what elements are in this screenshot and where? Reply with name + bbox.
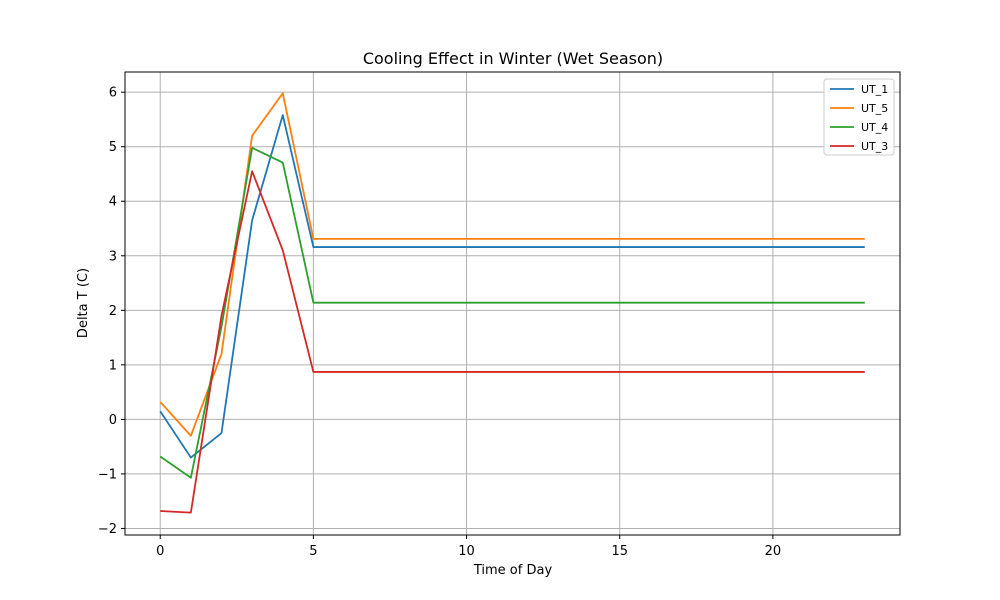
y-tick-label: 6 [109, 86, 117, 101]
legend-entry: UT_4 [861, 121, 888, 134]
plot-frame [124, 71, 901, 536]
y-axis-label: Delta T (C) [76, 268, 91, 338]
y-tick-label: 4 [109, 195, 117, 210]
legend-entry: UT_3 [861, 140, 888, 153]
series-line-ut-1 [159, 114, 865, 459]
legend-box [823, 78, 895, 156]
legend: UT_1 UT_5 UT_4 UT_3 [823, 78, 895, 156]
series-line-ut-3 [160, 170, 865, 514]
legend-entry: UT_1 [861, 83, 888, 96]
x-tick-label: 0 [156, 544, 164, 559]
y-tick-label: 5 [109, 140, 117, 155]
x-axis-ticks: 0 5 10 15 20 [156, 535, 781, 559]
y-tick-label: 2 [109, 304, 117, 319]
y-tick-label: 3 [109, 249, 117, 264]
y-tick-label: −1 [98, 467, 117, 482]
x-tick-label: 10 [458, 544, 475, 559]
series-lines [159, 92, 865, 514]
grid [125, 72, 900, 535]
x-tick-label: 20 [765, 544, 782, 559]
series-line-ut-5 [159, 92, 865, 437]
y-tick-label: −2 [98, 522, 117, 537]
y-tick-label: 1 [109, 358, 117, 373]
legend-entry: UT_5 [861, 102, 888, 115]
chart-title: Cooling Effect in Winter (Wet Season) [363, 49, 663, 68]
x-tick-label: 5 [309, 544, 317, 559]
y-tick-label: 0 [109, 413, 117, 428]
series-line-ut-4 [159, 146, 865, 479]
x-tick-label: 15 [611, 544, 628, 559]
x-axis-label: Time of Day [473, 563, 553, 578]
y-axis-ticks: −2 −1 0 1 2 3 4 5 6 [98, 86, 125, 537]
